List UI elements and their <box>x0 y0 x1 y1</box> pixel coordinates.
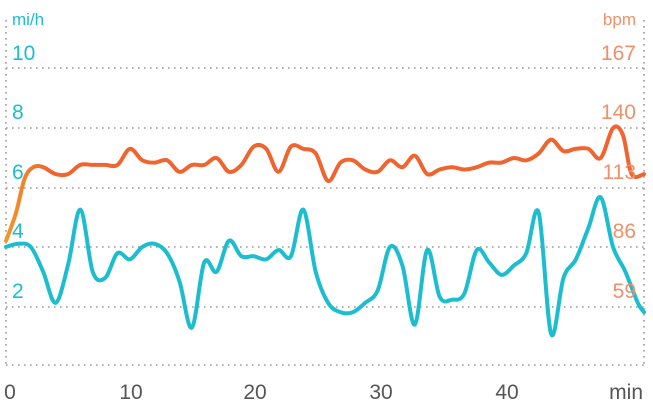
left-tick-6: 6 <box>12 161 24 184</box>
left-tick-10: 10 <box>12 42 35 65</box>
heart-rate-series-line <box>4 124 646 243</box>
grid <box>5 20 645 366</box>
left-axis-unit: mi/h <box>12 10 44 29</box>
right-tick-59: 59 <box>613 280 636 303</box>
left-tick-2: 2 <box>12 280 24 303</box>
x-tick-10: 10 <box>119 381 142 404</box>
series-lines <box>4 124 646 338</box>
x-tick-30: 30 <box>369 381 392 404</box>
left-tick-4: 4 <box>12 220 24 243</box>
right-tick-140: 140 <box>601 101 636 124</box>
x-tick-40: 40 <box>495 381 518 404</box>
right-tick-113: 113 <box>603 161 636 184</box>
right-tick-86: 86 <box>613 220 636 243</box>
left-tick-8: 8 <box>12 101 24 124</box>
x-tick-0: 0 <box>4 381 16 404</box>
right-tick-167: 167 <box>601 42 636 65</box>
x-tick-20: 20 <box>243 381 266 404</box>
speed-series-line <box>4 195 646 338</box>
x-axis: 0 10 20 30 40 min <box>4 381 643 404</box>
left-axis: mi/h 10 8 6 4 2 <box>12 10 44 303</box>
x-axis-unit: min <box>609 381 643 404</box>
right-axis: bpm 167 140 113 86 59 <box>601 10 636 303</box>
right-axis-unit: bpm <box>603 10 636 29</box>
